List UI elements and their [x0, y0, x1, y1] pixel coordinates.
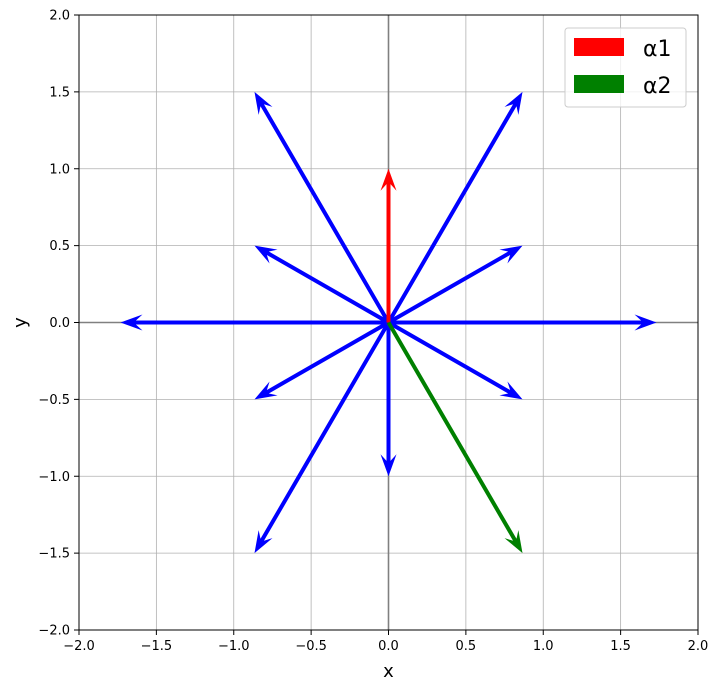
- legend-label-alpha1: α1: [643, 37, 672, 62]
- tick-layer: −2.0 −1.5 −1.0 −0.5 0.0 0.5 1.0 1.5 2.0 −2.0 −1.5 −…: [38, 9, 708, 655]
- y-tick-label-5: 0.5: [49, 239, 70, 254]
- legend-swatch-alpha2: [574, 75, 624, 93]
- vector-layer: [120, 91, 657, 554]
- y-axis-label: y: [10, 317, 31, 328]
- vector-arrow-0-0: [380, 168, 397, 323]
- y-tick-label-3: −0.5: [38, 393, 70, 408]
- vector-arrow-2-2: [380, 322, 397, 477]
- x-tick-label-7: 1.5: [610, 639, 631, 654]
- y-tick-label-8: 2.0: [49, 9, 70, 24]
- vector-arrow-2-1: [120, 314, 389, 331]
- vector-arrow-2-0: [388, 314, 657, 331]
- legend-label-alpha2: α2: [643, 74, 672, 99]
- x-axis-label: x: [383, 661, 394, 682]
- vector-arrow-2-7: [254, 245, 390, 325]
- y-tick-label-1: −1.5: [38, 547, 70, 562]
- vector-arrow-2-9: [254, 320, 390, 400]
- legend-swatch-alpha1: [574, 38, 624, 56]
- vector-arrow-2-6: [387, 245, 523, 325]
- x-tick-label-5: 0.5: [456, 639, 477, 654]
- vector-arrow-2-3: [386, 91, 523, 324]
- y-tick-label-0: −2.0: [38, 624, 70, 639]
- x-tick-label-6: 1.0: [533, 639, 554, 654]
- y-tick-label-7: 1.5: [49, 85, 70, 100]
- vector-arrow-1-0: [386, 321, 523, 554]
- x-tick-label-0: −2.0: [63, 639, 95, 654]
- y-tick-label-6: 1.0: [49, 162, 70, 177]
- x-tick-label-4: 0.0: [378, 639, 399, 654]
- legend: α1 α2: [564, 27, 687, 108]
- vector-arrow-2-5: [254, 321, 391, 554]
- y-tick-label-2: −1.0: [38, 470, 70, 485]
- vector-arrow-2-4: [254, 91, 391, 324]
- x-tick-label-2: −1.0: [218, 639, 250, 654]
- vector-arrow-2-8: [387, 320, 523, 400]
- y-tick-label-4: 0.0: [49, 316, 70, 331]
- x-tick-label-3: −0.5: [295, 639, 327, 654]
- x-tick-label-8: 2.0: [688, 639, 709, 654]
- x-tick-label-1: −1.5: [141, 639, 173, 654]
